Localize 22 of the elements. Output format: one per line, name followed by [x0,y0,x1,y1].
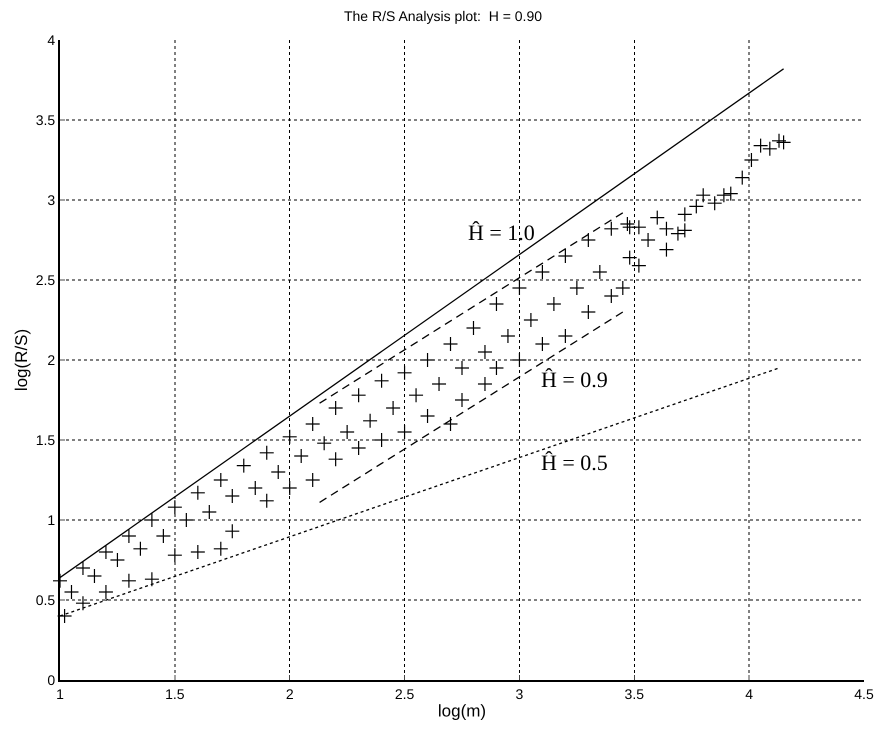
y-tick-label: 3 [47,192,56,208]
y-tick-label: 0 [47,672,56,688]
y-tick-label: 1 [47,512,56,528]
x-tick-label: 2.5 [394,686,415,702]
x-tick-label: 2 [286,686,294,702]
y-tick-label: 2.5 [36,272,56,288]
y-tick-label: 3.5 [36,112,56,128]
y-tick-label: 1.5 [36,432,56,448]
x-tick-label: 1.5 [165,686,185,702]
y-tick-label: 4 [47,32,56,48]
chart-title: The R/S Analysis plot: H = 0.90 [344,8,542,24]
y-tick-label: 0.5 [36,592,56,608]
annotation: Ĥ = 0.9 [541,367,608,392]
x-tick-label: 4.5 [854,686,874,702]
x-axis-title: log(m) [438,702,486,721]
y-tick-label: 2 [47,352,56,368]
y-axis-title: log(R/S) [12,328,31,392]
x-tick-label: 4 [745,686,754,702]
annotation: Ĥ = 0.5 [541,450,608,475]
annotation: Ĥ = 1.0 [468,220,535,245]
x-tick-label: 3 [516,686,524,702]
x-tick-label: 3.5 [624,686,644,702]
